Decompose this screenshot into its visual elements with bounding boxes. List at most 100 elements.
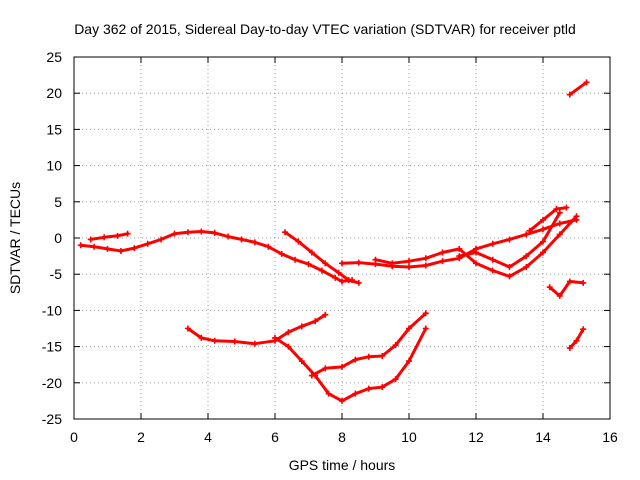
- data-point: [439, 258, 446, 265]
- data-point: [583, 79, 590, 86]
- data-point: [573, 213, 580, 220]
- data-point: [563, 204, 570, 211]
- data-point: [573, 337, 580, 344]
- data-point: [556, 292, 563, 299]
- data-point: [379, 353, 386, 360]
- data-point: [352, 390, 359, 397]
- x-tick-label: 10: [401, 429, 417, 445]
- data-point: [144, 240, 151, 247]
- data-point: [473, 260, 479, 267]
- data-point: [339, 397, 345, 404]
- x-tick-label: 12: [468, 429, 484, 445]
- data-point: [540, 238, 546, 245]
- data-point: [124, 230, 131, 237]
- data-point: [335, 269, 342, 276]
- data-point: [211, 337, 218, 344]
- x-tick-label: 0: [70, 429, 78, 445]
- series-group: [77, 79, 590, 404]
- data-point: [422, 325, 429, 332]
- series-track-l: [548, 279, 585, 298]
- data-point: [389, 260, 396, 267]
- data-point: [392, 342, 399, 349]
- data-point: [225, 233, 232, 240]
- series-track-a: [79, 230, 354, 283]
- x-axis-label: GPS time / hours: [289, 457, 396, 473]
- data-point: [523, 231, 530, 238]
- data-point: [365, 385, 372, 392]
- x-tick-label: 4: [204, 429, 212, 445]
- data-point: [339, 363, 345, 370]
- data-point: [131, 245, 138, 252]
- data-point: [540, 226, 546, 233]
- data-point: [114, 232, 121, 239]
- data-point: [526, 227, 533, 234]
- data-point: [305, 261, 312, 268]
- data-point: [566, 278, 573, 285]
- data-point: [298, 358, 305, 365]
- data-point: [392, 376, 399, 383]
- data-point: [312, 318, 319, 325]
- x-tick-label: 16: [602, 429, 618, 445]
- data-point: [506, 236, 513, 243]
- x-tick-label: 6: [271, 429, 279, 445]
- y-tick-label: -15: [42, 339, 62, 355]
- x-tick-label: 2: [137, 429, 145, 445]
- data-point: [553, 206, 560, 213]
- chart-title: Day 362 of 2015, Sidereal Day-to-day VTE…: [74, 21, 576, 37]
- data-point: [322, 311, 329, 318]
- y-tick-label: 20: [46, 85, 62, 101]
- data-point: [101, 234, 108, 241]
- y-tick-label: 10: [46, 158, 62, 174]
- data-point: [422, 255, 429, 262]
- data-point: [238, 236, 245, 243]
- data-point: [171, 230, 178, 237]
- series-track-j: [310, 311, 428, 378]
- data-point: [184, 229, 191, 236]
- data-point: [104, 245, 111, 252]
- data-point: [365, 353, 372, 360]
- series-track-k: [568, 80, 589, 97]
- data-point: [355, 259, 362, 266]
- data-point: [251, 340, 258, 347]
- data-point: [372, 256, 379, 263]
- data-point: [352, 356, 359, 363]
- y-tick-label: 25: [46, 49, 62, 65]
- data-point: [422, 262, 429, 269]
- data-point: [198, 228, 205, 235]
- data-point: [282, 229, 289, 236]
- y-axis-label: SDTVAR / TECUs: [7, 182, 23, 294]
- data-point: [265, 243, 272, 250]
- data-point: [285, 329, 292, 336]
- y-tick-label: 0: [54, 230, 62, 246]
- data-point: [489, 240, 496, 247]
- data-point: [231, 338, 238, 345]
- data-point: [308, 372, 315, 379]
- data-point: [406, 325, 412, 332]
- data-point: [198, 334, 205, 341]
- data-point: [580, 326, 587, 333]
- data-point: [406, 358, 412, 365]
- data-point: [422, 310, 429, 317]
- data-point: [506, 263, 513, 270]
- data-point: [406, 263, 412, 270]
- data-point: [473, 249, 479, 256]
- data-point: [379, 384, 386, 391]
- x-tick-label: 14: [535, 429, 551, 445]
- data-point: [489, 267, 496, 274]
- data-point: [556, 209, 563, 216]
- data-point: [308, 249, 315, 256]
- x-tick-label: 8: [338, 429, 346, 445]
- data-point: [406, 258, 412, 265]
- data-point: [355, 279, 362, 286]
- data-point: [87, 236, 94, 243]
- data-point: [339, 260, 345, 267]
- data-point: [556, 220, 563, 227]
- y-tick-label: -5: [50, 266, 63, 282]
- data-point: [566, 91, 573, 98]
- data-point: [580, 279, 587, 286]
- data-point: [325, 390, 332, 397]
- data-point: [295, 238, 302, 245]
- data-point: [298, 323, 305, 330]
- series-track-c: [283, 230, 361, 285]
